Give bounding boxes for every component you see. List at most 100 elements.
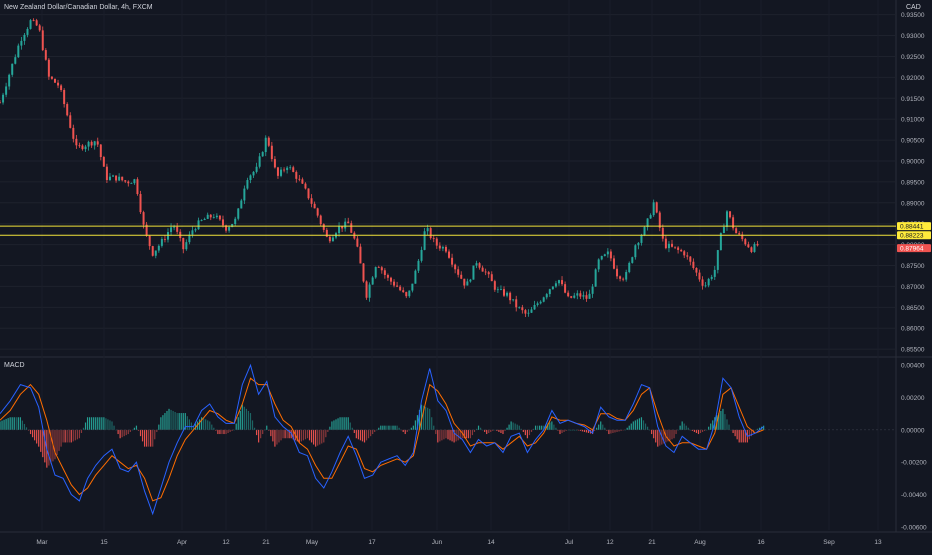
candle-body (66, 104, 69, 116)
candle-body (606, 251, 609, 255)
candle-body (597, 259, 600, 270)
macd-histogram-bar (594, 429, 596, 431)
macd-histogram-bar (31, 429, 34, 438)
candle-body (108, 176, 111, 181)
macd-histogram-bar (372, 429, 374, 435)
candle-body (160, 238, 163, 246)
macd-histogram-bar (671, 429, 673, 440)
price-tick-label: 0.85500 (901, 347, 925, 354)
candle-body (50, 76, 53, 79)
candle-body (344, 221, 347, 229)
time-tick-label: Jul (565, 539, 574, 546)
candle-body (683, 251, 686, 256)
candle-body (536, 303, 539, 305)
candle-body (133, 179, 136, 184)
candle-body (671, 243, 673, 247)
candle-body (561, 280, 564, 285)
price-tick-label: 0.91500 (901, 96, 925, 103)
candle-body (444, 246, 447, 252)
candle-body (328, 236, 331, 242)
macd-histogram-bar (282, 429, 284, 439)
candle-body (579, 293, 582, 297)
macd-histogram-bar (241, 404, 243, 430)
macd-histogram-bar (740, 429, 742, 443)
macd-histogram-bar (730, 429, 732, 431)
candle-body (493, 281, 496, 290)
candle-body (729, 211, 732, 218)
candle-body (258, 156, 261, 167)
currency-label[interactable]: CAD (906, 4, 921, 11)
candle-body (286, 167, 289, 171)
macd-histogram-bar (93, 417, 95, 430)
candle-body (41, 30, 44, 51)
macd-histogram-bar (137, 429, 140, 431)
candle-body (756, 243, 759, 246)
macd-histogram-bar (13, 417, 15, 430)
candle-body (457, 269, 460, 275)
candle-body (26, 28, 29, 35)
candle-body (640, 235, 643, 243)
candle-body (96, 141, 99, 145)
macd-histogram-bar (396, 425, 398, 430)
candle-body (738, 233, 741, 235)
macd-indicator-label[interactable]: MACD (4, 362, 25, 369)
macd-histogram-bar (349, 422, 351, 430)
macd-histogram-bar (679, 425, 681, 430)
macd-histogram-bar (634, 420, 636, 430)
candle-body (622, 278, 625, 280)
macd-histogram-bar (600, 421, 602, 430)
macd-histogram-bar (48, 429, 50, 466)
candle-body (713, 269, 716, 277)
macd-histogram-bar (176, 413, 178, 430)
macd-histogram-bar (386, 425, 388, 430)
candle-body (530, 309, 533, 313)
macd-histogram-bar (659, 429, 661, 446)
candle-body (374, 267, 377, 278)
macd-histogram-bar (331, 421, 333, 430)
candle-body (414, 270, 417, 284)
macd-histogram-bar (146, 429, 148, 447)
candle-body (228, 227, 231, 231)
time-tick-label: 16 (757, 539, 765, 546)
macd-histogram-bar (695, 429, 698, 433)
candle-body (276, 167, 279, 176)
candle-body (460, 274, 463, 279)
candle-body (362, 263, 365, 282)
macd-histogram-bar (616, 429, 618, 432)
candle-body (435, 238, 438, 246)
macd-histogram-bar (734, 429, 736, 437)
macd-signal-line (0, 377, 764, 502)
macd-histogram-bar (683, 423, 685, 430)
macd-histogram-bar (168, 408, 170, 430)
macd-histogram-bar (561, 429, 563, 433)
candle-body (680, 249, 683, 252)
macd-histogram-bar (543, 425, 545, 430)
candle-body (176, 226, 179, 232)
macd-histogram-bar (84, 422, 87, 430)
candle-body (383, 270, 386, 275)
candle-body (594, 269, 597, 287)
time-tick-label: Sep (823, 539, 835, 546)
candle-body (78, 145, 81, 147)
candle-body (469, 279, 472, 282)
macd-histogram-bar (127, 429, 129, 435)
macd-histogram-bar (150, 429, 152, 447)
macd-histogram-bar (724, 414, 726, 430)
macd-histogram-bar (673, 429, 675, 439)
macd-histogram-bar (50, 429, 52, 464)
macd-histogram-bar (347, 417, 349, 430)
candle-body (225, 225, 228, 231)
macd-histogram-bar (70, 429, 72, 443)
candle-body (255, 166, 258, 172)
candle-body (148, 235, 151, 247)
macd-histogram-bar (78, 429, 81, 439)
candle-body (735, 228, 738, 234)
macd-histogram-bar (722, 408, 724, 430)
macd-histogram-bar (632, 421, 634, 430)
candle-body (283, 169, 286, 171)
macd-histogram-bar (608, 429, 610, 435)
macd-histogram-bar (500, 429, 502, 433)
candle-body (185, 242, 188, 250)
time-tick-label: Aug (694, 539, 706, 546)
